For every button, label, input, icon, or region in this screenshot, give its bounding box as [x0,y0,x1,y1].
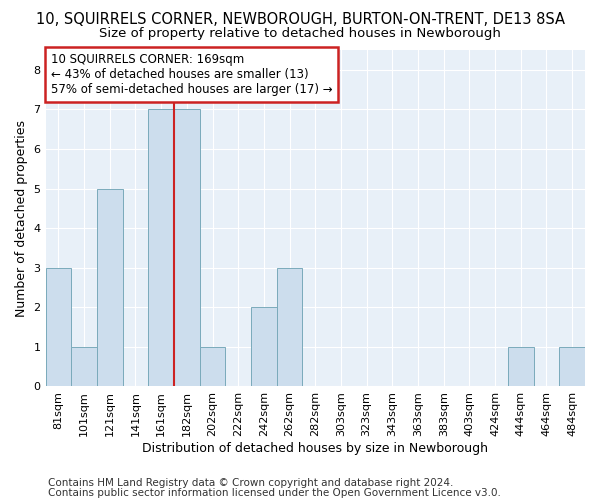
Bar [200,347,226,387]
Text: Contains public sector information licensed under the Open Government Licence v3: Contains public sector information licen… [48,488,501,498]
Text: Contains HM Land Registry data © Crown copyright and database right 2024.: Contains HM Land Registry data © Crown c… [48,478,454,488]
Bar [46,268,71,386]
Bar [71,347,97,387]
Text: 10, SQUIRRELS CORNER, NEWBOROUGH, BURTON-ON-TRENT, DE13 8SA: 10, SQUIRRELS CORNER, NEWBOROUGH, BURTON… [35,12,565,28]
Bar [174,110,200,386]
Text: Size of property relative to detached houses in Newborough: Size of property relative to detached ho… [99,28,501,40]
Text: 10 SQUIRRELS CORNER: 169sqm
← 43% of detached houses are smaller (13)
57% of sem: 10 SQUIRRELS CORNER: 169sqm ← 43% of det… [51,54,332,96]
X-axis label: Distribution of detached houses by size in Newborough: Distribution of detached houses by size … [142,442,488,455]
Bar [148,110,174,386]
Bar [97,188,122,386]
Bar [559,347,585,387]
Y-axis label: Number of detached properties: Number of detached properties [15,120,28,316]
Bar [277,268,302,386]
Bar [251,308,277,386]
Bar [508,347,533,387]
